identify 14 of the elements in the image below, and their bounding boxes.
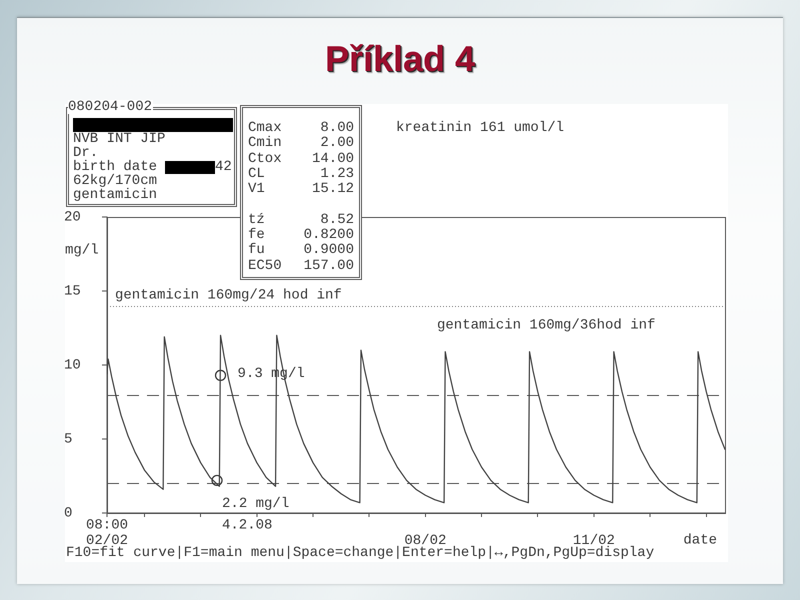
y-tick-label: 5	[64, 432, 72, 448]
text: kreatinin 161 umol/l	[396, 120, 564, 136]
y-tick-label: 0	[64, 506, 72, 522]
parameter-card: Cmax 8.00 Cmin 2.00 Ctox 14.00 CL 1.23 V1 15.12 tź 8.52 fe 0.8200 fu 0.9000 EC50 157.00	[240, 105, 362, 280]
y-tick-label: 15	[64, 284, 81, 300]
text: 4.2.08	[222, 518, 272, 534]
data-label: 2.2 mg/l	[222, 496, 290, 512]
y-tick-label: 10	[64, 358, 81, 374]
y-axis-title: mg/l	[65, 242, 99, 259]
x-axis-title: date	[683, 532, 717, 549]
chart-title: Příklad 4	[324, 38, 476, 80]
y-tick-label: 20	[64, 210, 81, 226]
annotation: gentamicin 160mg/24 hod inf	[115, 288, 342, 304]
annotation: gentamicin 160mg/36hod inf	[437, 318, 656, 334]
